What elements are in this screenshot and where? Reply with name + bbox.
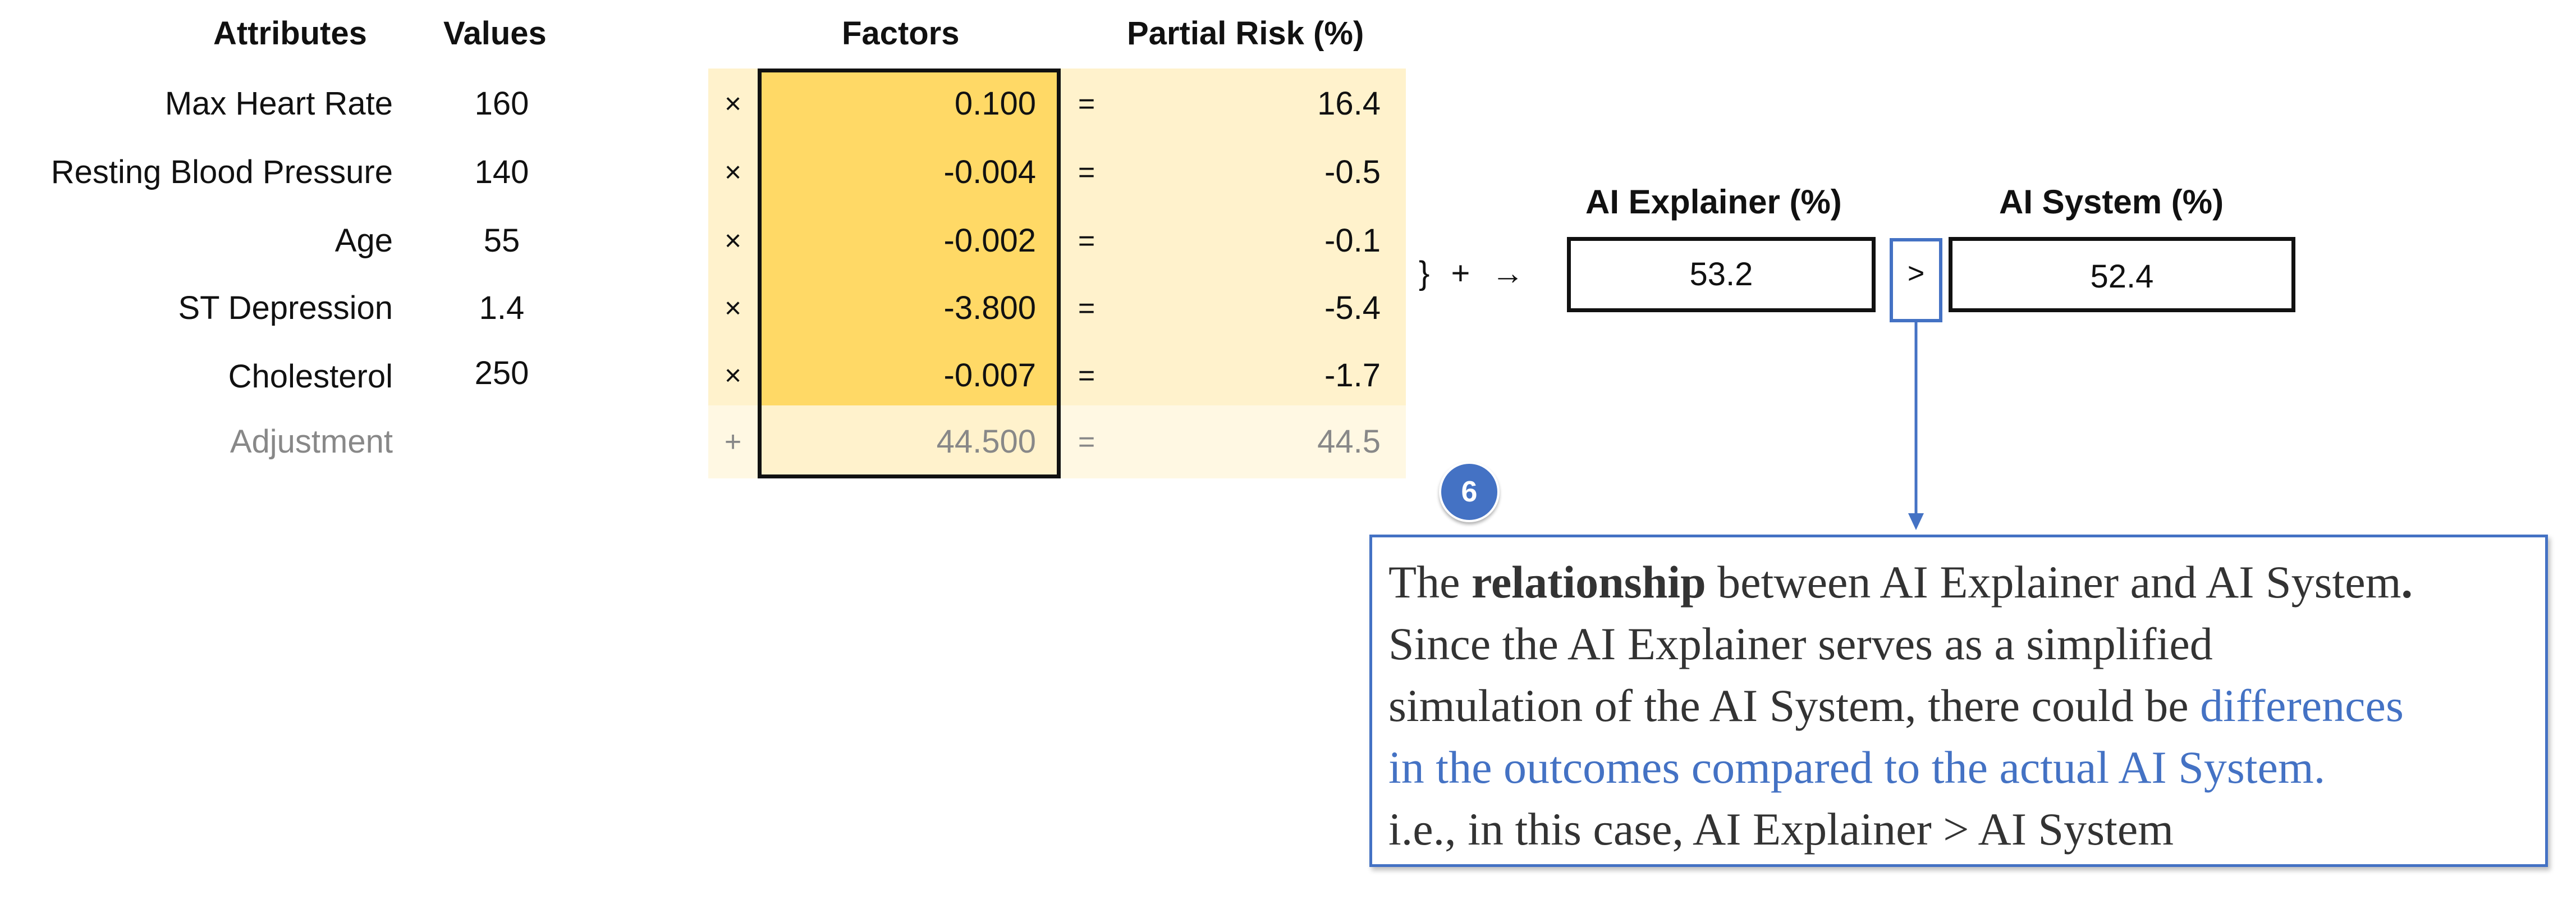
equals-operator: =	[1078, 426, 1096, 458]
attribute-label-max-heart-rate: Max Heart Rate	[164, 85, 393, 122]
multiply-operator: ×	[724, 292, 742, 325]
ai-system-value-box	[1949, 237, 2295, 312]
value-cholesterol: 250	[474, 355, 529, 391]
note-text-segment: between AI Explainer and AI System	[1706, 556, 2401, 608]
factor-st-depression: -3.800	[943, 290, 1036, 326]
note-highlight-differences: differences	[2200, 680, 2404, 731]
connector-arrow	[1908, 322, 1924, 530]
factor-adjustment: 44.500	[936, 423, 1036, 460]
factor-cholesterol: -0.007	[943, 357, 1036, 394]
comparator-symbol: >	[1907, 257, 1925, 290]
equals-operator: =	[1078, 88, 1096, 120]
risk-column-band	[1061, 69, 1406, 405]
ai-explainer-value: 53.2	[1689, 256, 1753, 293]
equals-operator: =	[1078, 359, 1096, 392]
values-header: Values	[443, 15, 547, 52]
partial-risk-resting-blood-pressure: -0.5	[1324, 154, 1381, 190]
ai-system-label: AI System (%)	[1999, 183, 2224, 221]
partial-risk-max-heart-rate: 16.4	[1317, 85, 1381, 122]
partial-risk-adjustment: 44.5	[1317, 423, 1381, 460]
plus-operator: +	[724, 426, 742, 458]
factor-column-band	[758, 69, 1061, 405]
attribute-label-st-depression: ST Depression	[178, 290, 393, 326]
note-line-1: The relationship between AI Explainer an…	[1388, 551, 2413, 613]
equals-operator: =	[1078, 156, 1096, 189]
value-age: 55	[483, 222, 520, 259]
note-line-2: Since the AI Explainer serves as a simpl…	[1388, 618, 2213, 669]
partial-risk-age: -0.1	[1324, 222, 1381, 259]
step-badge-number: 6	[1461, 476, 1478, 508]
factor-resting-blood-pressure: -0.004	[943, 154, 1036, 190]
note-line-3: simulation of the AI System, there could…	[1388, 675, 2413, 737]
multiply-operator: ×	[724, 88, 742, 120]
attribute-label-age: Age	[334, 222, 393, 259]
note-line-5: i.e., in this case, AI Explainer > AI Sy…	[1388, 804, 2174, 855]
ai-explainer-label: AI Explainer (%)	[1585, 183, 1842, 221]
note-period: .	[2401, 556, 2413, 608]
equals-operator: =	[1078, 225, 1096, 257]
factor-adjustment-band	[758, 405, 1061, 478]
partial-risk-st-depression: -5.4	[1324, 290, 1381, 326]
comparator-box	[1890, 238, 1942, 322]
factor-column-frame	[758, 69, 1061, 478]
note-text: The relationship between AI Explainer an…	[1388, 551, 2413, 860]
attribute-label-resting-blood-pressure: Resting Blood Pressure	[51, 154, 393, 190]
ai-system-value: 52.4	[2090, 258, 2154, 295]
factors-header: Factors	[842, 15, 960, 52]
multiply-operator: ×	[724, 359, 742, 392]
attribute-label-adjustment: Adjustment	[230, 423, 393, 460]
multiply-operator: ×	[724, 225, 742, 257]
value-max-heart-rate: 160	[474, 85, 529, 122]
note-box	[1369, 535, 2548, 867]
multiply-operator: ×	[724, 156, 742, 189]
step-badge	[1439, 462, 1500, 522]
note-text-segment: simulation of the AI System, there could…	[1388, 680, 2201, 731]
partial-risk-header: Partial Risk (%)	[1127, 15, 1364, 52]
ai-explainer-value-box	[1567, 237, 1876, 312]
note-line-4: in the outcomes compared to the actual A…	[1388, 742, 2326, 793]
equals-operator: =	[1078, 292, 1096, 325]
factor-max-heart-rate: 0.100	[954, 85, 1036, 122]
note-text-segment: The	[1388, 556, 1472, 608]
risk-adjustment-band	[1061, 405, 1406, 478]
partial-risk-cholesterol: -1.7	[1324, 357, 1381, 394]
operator-adjustment-band	[708, 405, 758, 478]
attributes-header: Attributes	[213, 15, 367, 52]
value-st-depression: 1.4	[479, 290, 525, 326]
sum-arrow-glyph: } + →	[1419, 255, 1524, 291]
attribute-label-cholesterol: Cholesterol	[228, 358, 393, 395]
operator-column-band	[708, 69, 758, 405]
factor-age: -0.002	[943, 222, 1036, 259]
value-resting-blood-pressure: 140	[474, 154, 529, 190]
note-highlight-relationship: relationship	[1471, 556, 1706, 608]
